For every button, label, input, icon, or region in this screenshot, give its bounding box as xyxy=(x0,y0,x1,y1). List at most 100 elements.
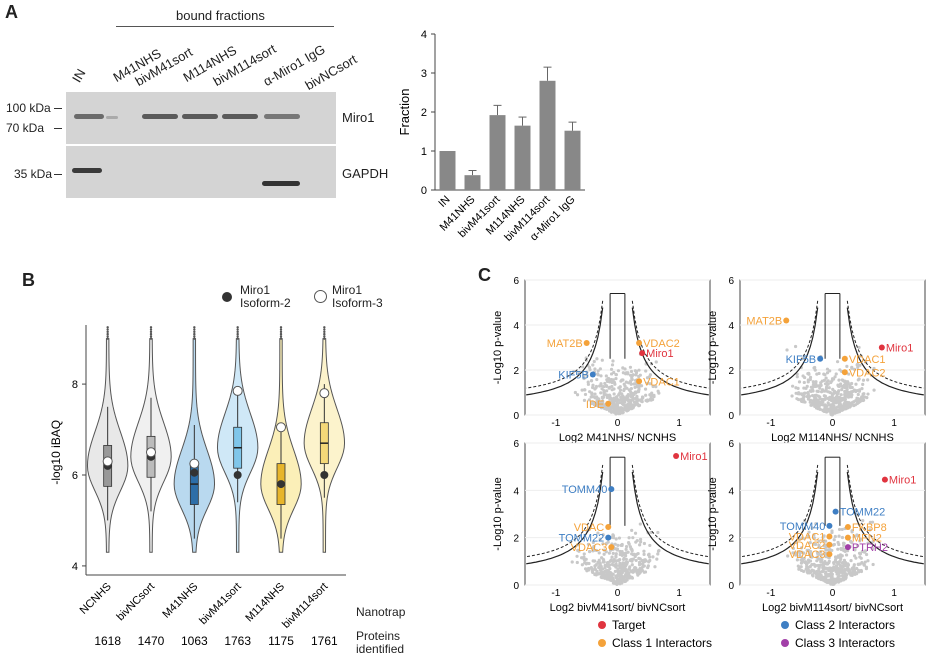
background-protein-point xyxy=(622,388,626,393)
interactor-label: VDAC xyxy=(574,522,605,534)
background-protein-point xyxy=(602,552,606,556)
background-protein-point xyxy=(591,559,595,563)
background-protein-point xyxy=(845,364,849,368)
background-protein-point xyxy=(836,540,840,545)
background-protein-point xyxy=(610,363,615,367)
background-protein-point xyxy=(802,556,806,561)
background-protein-point xyxy=(840,578,845,582)
background-protein-point xyxy=(595,357,599,361)
background-protein-point xyxy=(854,556,858,560)
background-protein-point xyxy=(577,370,581,375)
interactor-point xyxy=(841,355,848,362)
isoform2-point xyxy=(233,471,242,479)
background-protein-point xyxy=(807,534,811,538)
interactor-label: VDAC3 xyxy=(571,542,608,554)
background-protein-point xyxy=(835,393,839,397)
background-protein-point xyxy=(625,386,629,390)
interactor-point xyxy=(817,355,824,362)
y-tick-label: 4 xyxy=(421,29,427,41)
background-protein-point xyxy=(842,383,847,387)
background-protein-point xyxy=(848,404,852,409)
background-protein-point xyxy=(819,553,823,557)
background-protein-point xyxy=(610,378,614,382)
background-protein-point xyxy=(847,372,851,376)
y-tick-label: 2 xyxy=(421,107,427,119)
background-protein-point xyxy=(845,387,849,391)
background-protein-point xyxy=(802,380,806,385)
background-protein-point xyxy=(802,386,806,390)
background-protein-point xyxy=(847,401,851,405)
background-protein-point xyxy=(842,543,846,548)
y-tick-label: 0 xyxy=(728,411,734,422)
background-protein-point xyxy=(612,396,616,400)
outlier-dot xyxy=(323,328,326,331)
outlier-dot xyxy=(323,330,326,334)
y-tick-label: 2 xyxy=(728,534,734,545)
background-protein-point xyxy=(609,406,613,411)
interactor-point xyxy=(636,340,643,346)
background-protein-point xyxy=(580,563,584,567)
background-protein-point xyxy=(597,401,601,405)
background-protein-point xyxy=(871,540,875,544)
background-protein-point xyxy=(823,382,828,386)
background-protein-point xyxy=(830,394,834,398)
background-protein-point xyxy=(638,569,642,573)
background-protein-point xyxy=(802,395,806,400)
outlier-dot xyxy=(106,330,109,334)
background-protein-point xyxy=(817,565,821,570)
background-protein-point xyxy=(592,359,596,364)
background-protein-point xyxy=(818,407,822,411)
y-axis-title: -Log10 p-value xyxy=(707,477,719,550)
interactor-label: MFN2 xyxy=(852,533,882,545)
background-protein-point xyxy=(600,574,604,578)
outlier-dot xyxy=(236,335,239,338)
background-protein-point xyxy=(641,560,645,564)
outlier-dot xyxy=(193,328,196,331)
background-protein-point xyxy=(807,372,811,376)
background-protein-point xyxy=(805,561,809,566)
background-protein-point xyxy=(794,551,798,555)
significance-curve xyxy=(846,307,924,396)
background-protein-point xyxy=(589,395,593,399)
outlier-dot xyxy=(236,328,239,331)
proteins-identified-value: 1063 xyxy=(181,634,208,648)
background-protein-point xyxy=(657,391,661,395)
background-protein-point xyxy=(846,382,850,386)
background-protein-point xyxy=(596,560,600,564)
isoform3-point xyxy=(232,385,243,396)
background-protein-point xyxy=(627,398,632,402)
background-protein-point xyxy=(805,384,809,388)
background-protein-point xyxy=(848,385,853,390)
background-protein-point xyxy=(650,391,654,395)
background-protein-point xyxy=(616,369,621,373)
background-protein-point xyxy=(602,385,606,389)
background-protein-point xyxy=(859,537,863,541)
background-protein-point xyxy=(813,395,817,399)
panel-label-c: C xyxy=(478,265,491,285)
background-protein-point xyxy=(848,539,853,543)
outlier-dot xyxy=(236,326,239,329)
interactor-point xyxy=(605,524,612,531)
interactor-label: Miro1 xyxy=(889,475,917,487)
background-protein-point xyxy=(610,388,614,392)
background-protein-point xyxy=(611,536,616,540)
background-protein-point xyxy=(856,544,860,548)
y-tick-label: 2 xyxy=(513,534,519,545)
proteins-identified-value: 1470 xyxy=(138,634,165,648)
background-protein-point xyxy=(830,572,834,576)
background-protein-point xyxy=(836,555,840,559)
background-protein-point xyxy=(619,379,623,383)
outlier-dot xyxy=(193,330,196,334)
interactor-point xyxy=(608,544,615,551)
background-protein-point xyxy=(825,371,830,375)
background-protein-point xyxy=(821,399,825,403)
background-protein-point xyxy=(608,396,613,401)
background-protein-point xyxy=(639,537,643,541)
significance-curve-dashed xyxy=(846,464,924,558)
background-protein-point xyxy=(634,558,638,563)
background-protein-point xyxy=(807,530,811,534)
y-tick-label: 4 xyxy=(513,321,519,332)
background-protein-point xyxy=(856,365,860,370)
background-protein-point xyxy=(868,528,872,532)
isoform3-point xyxy=(146,447,156,458)
